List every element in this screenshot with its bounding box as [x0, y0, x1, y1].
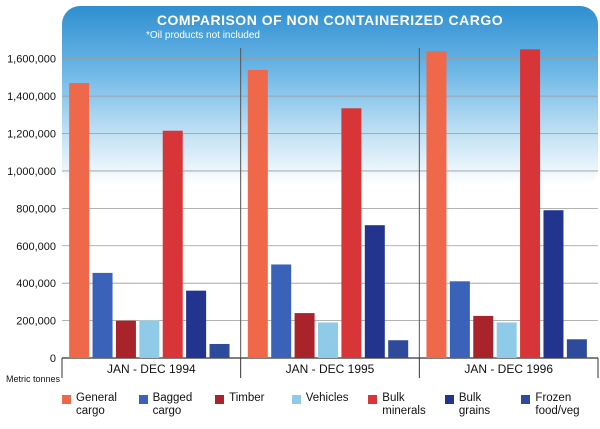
- legend-swatch: [521, 395, 531, 404]
- legend-swatch: [62, 395, 71, 404]
- y-tick-label: 400,000: [16, 278, 56, 290]
- bar: [473, 315, 494, 358]
- legend-swatch: [138, 395, 148, 404]
- y-tick-label: 800,000: [16, 203, 56, 215]
- legend-swatch: [368, 395, 378, 404]
- legend-label: Bulk grains: [458, 392, 491, 417]
- y-tick-label: 1,000,000: [7, 166, 56, 178]
- legend-label: Vehicles: [305, 392, 349, 404]
- bars: [69, 49, 587, 359]
- bar: [162, 130, 183, 358]
- legend-label: General cargo: [76, 392, 117, 417]
- bar: [115, 320, 136, 358]
- chart-title: COMPARISON OF NON CONTAINERIZED CARGO: [157, 12, 503, 28]
- legend: General cargo Bagged cargo Timber Vehicles B…: [62, 392, 598, 426]
- x-tick-label: JAN - DEC 1996: [464, 362, 553, 376]
- bar: [388, 340, 409, 358]
- y-tick-label: 600,000: [16, 241, 56, 253]
- bar: [520, 49, 541, 359]
- category-dividers: [240, 48, 420, 358]
- bar: [566, 339, 587, 358]
- bar: [364, 225, 385, 358]
- x-tick-label: JAN - DEC 1994: [107, 362, 196, 376]
- bar: [318, 322, 338, 358]
- legend-label: Bagged cargo: [152, 392, 193, 417]
- y-axis-label: Metric tonnes: [6, 374, 61, 384]
- bar: [449, 281, 470, 358]
- bar: [294, 313, 315, 358]
- y-axis: 0 200,000 400,000 600,000 800,000 1,000,000 1,…: [7, 54, 56, 365]
- chart-subtitle: *Oil products not included: [146, 30, 260, 41]
- y-tick-label: 1,600,000: [7, 54, 56, 66]
- bar: [247, 69, 268, 358]
- bar: [69, 83, 90, 358]
- x-tick-label: JAN - DEC 1995: [286, 362, 375, 376]
- legend-label: Bulk minerals: [382, 392, 426, 417]
- bar: [186, 290, 207, 358]
- y-tick-label: 200,000: [16, 316, 56, 328]
- y-tick-label: 1,200,000: [7, 129, 56, 141]
- bar: [92, 272, 113, 358]
- bar: [139, 320, 160, 358]
- y-tick-label: 0: [50, 353, 56, 365]
- x-axis: JAN - DEC 1994 JAN - DEC 1995 JAN - DEC 19…: [61, 358, 599, 378]
- bar: [426, 51, 447, 358]
- bar: [543, 210, 564, 358]
- bar: [496, 322, 517, 358]
- bar: [209, 343, 230, 358]
- legend-swatch: [215, 395, 225, 404]
- y-tick-label: 1,400,000: [7, 91, 56, 103]
- bar: [271, 264, 292, 358]
- bar: [341, 108, 362, 358]
- legend-label: Frozen food/veg: [535, 392, 580, 417]
- legend-label: Timber: [229, 392, 265, 404]
- legend-swatch: [444, 395, 454, 404]
- legend-swatch: [291, 395, 301, 404]
